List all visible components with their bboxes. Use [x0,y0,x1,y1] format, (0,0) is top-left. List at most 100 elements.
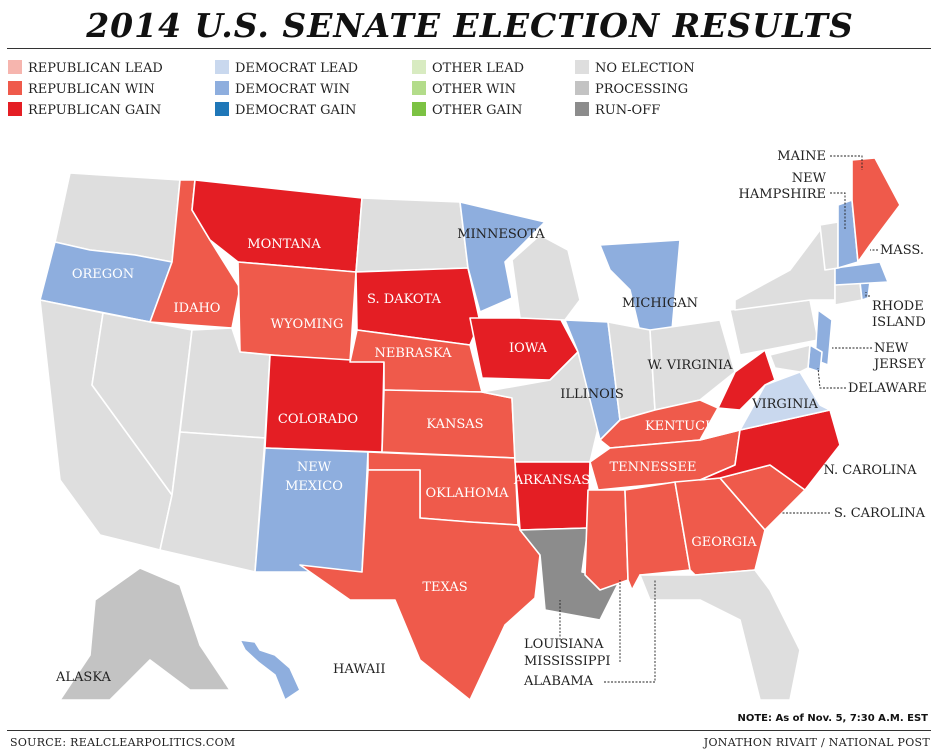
legend-item: OTHER LEAD [412,60,524,78]
state-label-ak: ALASKA [55,670,112,685]
state-label-id: IDAHO [174,301,221,316]
state-nd [355,197,469,273]
state-label-co: COLORADO [278,412,358,427]
state-nc [699,409,841,491]
state-wy [237,261,357,363]
legend-swatch [412,81,426,95]
state-oh [649,319,736,411]
legend-label: DEMOCRAT GAIN [235,103,357,118]
state-mo [481,351,601,463]
state-ri [859,281,871,301]
state-label-nj: JERSEY [872,357,926,372]
title-rule [7,48,931,49]
state-label-ks: KANSAS [426,417,483,432]
state-label-il: ILLINOIS [560,387,624,402]
author-credit: JONATHON RIVAIT / NATIONAL POST [703,736,930,749]
state-mn [459,201,546,313]
legend-label: REPUBLICAN WIN [28,82,155,97]
leader-line [830,155,863,170]
state-label-sd: S. DAKOTA [367,292,441,307]
legend-item: NO ELECTION [575,60,695,78]
legend-label: RUN-OFF [595,103,661,118]
timestamp-note: NOTE: As of Nov. 5, 7:30 A.M. EST [737,713,928,724]
us-map: OREGON IDAHO MONTANA WYOMING S. DAKOTA NEBRAS… [39,149,927,701]
state-label-wy: WYOMING [271,317,344,332]
state-label-ri: RHODE [872,299,924,314]
legend-swatch [575,102,589,116]
state-label-ia: IOWA [509,341,548,356]
legend-item: REPUBLICAN LEAD [8,60,163,78]
state-label-mn: MINNESOTA [457,227,545,242]
legend-swatch [575,81,589,95]
state-label-wv: W. VIRGINIA [647,358,733,373]
state-label-tx: TEXAS [422,580,467,595]
legend-item: REPUBLICAN GAIN [8,102,161,120]
state-label-or: OREGON [72,267,134,282]
legend-item: OTHER GAIN [412,102,522,120]
state-label-va: VIRGINIA [751,397,818,412]
state-label-me: MAINE [777,149,826,164]
state-label-sc: S. CAROLINA [834,506,926,521]
legend-label: REPUBLICAN LEAD [28,61,163,76]
state-label-nh: HAMPSHIRE [739,187,826,202]
state-ny [734,229,836,311]
state-label-hi: HAWAII [333,662,386,677]
state-label-ma: MASS. [880,243,924,258]
state-fl [639,569,801,701]
state-az [159,431,266,573]
legend-swatch [215,60,229,74]
state-ms [584,489,629,591]
legend-swatch [215,81,229,95]
state-tx [299,469,541,701]
footer-rule [7,730,931,731]
legend-item: DEMOCRAT GAIN [215,102,356,120]
leader-line [865,292,870,297]
state-label-nc: N. CAROLINA [823,463,917,478]
leader-line [817,367,846,389]
state-hi [239,639,301,701]
legend-label: OTHER WIN [432,82,516,97]
legend-label: REPUBLICAN GAIN [28,103,162,118]
legend-swatch [8,102,22,116]
legend-label: PROCESSING [595,82,689,97]
state-label-de: DELAWARE [848,381,927,396]
state-label-mi: MICHIGAN [622,296,698,311]
legend-swatch [412,60,426,74]
state-label-ms: MISSISSIPPI [524,654,611,669]
legend-label: DEMOCRAT WIN [235,82,350,97]
legend-swatch [575,60,589,74]
map-title: 2014 U.S. SENATE ELECTION RESULTS [86,6,854,45]
source-credit: SOURCE: REALCLEARPOLITICS.COM [10,736,236,749]
state-label-nh: NEW [792,171,827,186]
legend-item: RUN-OFF [575,102,660,120]
legend-label: NO ELECTION [595,61,695,76]
state-label-ga: GEORGIA [691,535,757,550]
state-ma [834,261,889,286]
state-label-ri: ISLAND [872,315,926,330]
legend-swatch [215,102,229,116]
state-label-nm: NEW [297,460,332,475]
state-wv [717,349,776,411]
state-wi [511,234,581,321]
state-mi [599,239,681,333]
state-label-ar: ARKANSAS [513,473,590,488]
legend-item: DEMOCRAT WIN [215,81,350,99]
state-label-nm: MEXICO [285,479,343,494]
state-md [769,344,811,373]
state-va [699,371,831,441]
state-label-ky: KENTUCKY [645,419,724,434]
legend-swatch [8,60,22,74]
legend-item: OTHER WIN [412,81,516,99]
leader-line [830,192,846,230]
state-ak [59,567,231,701]
leader-line [604,580,656,683]
legend-label: DEMOCRAT LEAD [235,61,359,76]
legend-item: PROCESSING [575,81,688,99]
state-label-la: LOUISIANA [524,637,604,652]
legend-swatch [412,102,426,116]
legend-swatch [8,81,22,95]
state-label-ne: NEBRASKA [374,346,452,361]
legend-item: REPUBLICAN WIN [8,81,155,99]
state-label-tn: TENNESSEE [610,460,697,475]
legend-label: OTHER LEAD [432,61,525,76]
